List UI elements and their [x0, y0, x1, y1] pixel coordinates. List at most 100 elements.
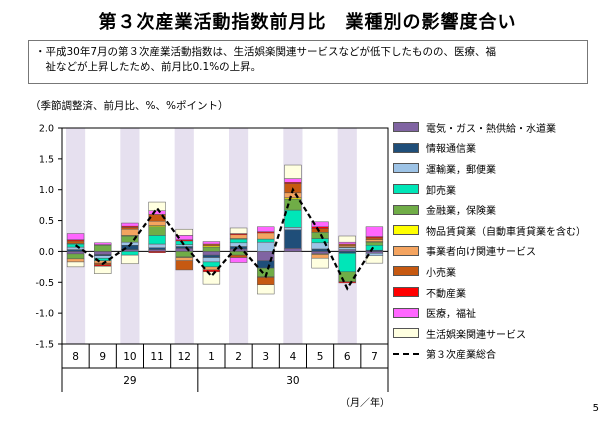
bar-segment — [121, 227, 139, 230]
bar-segment — [338, 241, 356, 245]
legend-item: 不動産業 — [393, 282, 608, 303]
bar-segment — [148, 201, 166, 211]
y-tick-label: 1.5 — [39, 154, 54, 165]
legend-swatch — [393, 266, 419, 277]
x-tick-label: 11 — [150, 351, 163, 363]
bar-segment — [257, 226, 275, 232]
bar-segment — [284, 209, 302, 228]
bar-segment — [338, 253, 356, 273]
legend-item: 小売業 — [393, 261, 608, 282]
bar-segment — [365, 255, 384, 264]
bar-segment — [311, 248, 329, 252]
bar-segment — [121, 228, 139, 236]
legend-label: 卸売業 — [426, 185, 456, 197]
bar-segment — [148, 247, 166, 250]
x-tick-label: 1 — [208, 351, 215, 363]
x-tick-label: 5 — [317, 351, 324, 363]
y-tick-label: -0.5 — [35, 278, 54, 289]
year-label: 29 — [123, 375, 136, 387]
bar-segment — [311, 238, 329, 244]
x-tick-label: 3 — [262, 351, 269, 363]
bar-segment — [202, 257, 221, 263]
bar-segment — [257, 260, 275, 269]
bar-segment — [66, 251, 85, 255]
x-tick-label: 8 — [72, 351, 79, 363]
bar-segment — [365, 237, 384, 240]
bar-segment — [202, 251, 221, 256]
bar-segment — [175, 248, 193, 252]
legend-item: 運輸業，郵便業 — [393, 158, 608, 179]
bar-segment — [148, 226, 166, 236]
bar-segment — [202, 261, 221, 268]
summary-note: ・平成30年7月の第３次産業活動指数は、生活娯楽関連サービスなどが低下したものの… — [28, 40, 588, 84]
legend-item: 第３次産業総合 — [393, 344, 608, 365]
summary-line-1: ・平成30年7月の第３次産業活動指数は、生活娯楽関連サービスなどが低下したものの… — [35, 46, 497, 58]
bar-segment — [365, 226, 384, 237]
legend-label: 情報通信業 — [426, 144, 476, 156]
bar-segment — [66, 249, 85, 252]
bar-segment — [311, 226, 329, 229]
bar-segment — [338, 251, 356, 254]
y-tick-label: 2.0 — [39, 124, 54, 135]
bar-segment — [311, 254, 329, 259]
bar-segment — [338, 271, 356, 282]
bar-segment — [284, 198, 302, 211]
legend-swatch — [393, 204, 419, 215]
bar-segment — [121, 222, 139, 227]
bar-segment — [365, 251, 384, 254]
bar-segment — [148, 249, 166, 252]
bar-segment — [338, 247, 356, 250]
legend-swatch — [393, 307, 419, 318]
legend-label: 不動産業 — [426, 288, 466, 300]
legend-label: 第３次産業総合 — [426, 350, 496, 362]
bar-segment — [229, 257, 248, 263]
bar-segment — [94, 255, 112, 259]
bar-segment — [202, 271, 221, 285]
bar-segment — [284, 248, 302, 252]
bar-segment — [94, 245, 112, 252]
bar-segment — [94, 265, 112, 274]
bar-segment — [284, 192, 302, 198]
y-tick-label: 0.0 — [39, 247, 54, 258]
bar-segment — [338, 249, 356, 252]
bar-segment — [94, 251, 112, 255]
bar-segment — [148, 235, 166, 245]
bar-segment — [284, 164, 302, 179]
bar-segment — [338, 243, 356, 247]
bar-segment — [202, 246, 221, 252]
bar-segment — [94, 242, 112, 245]
bar-segment — [284, 227, 302, 231]
bar-segment — [66, 261, 85, 268]
legend-label: 生活娯楽関連サービス — [426, 329, 526, 341]
legend-swatch — [393, 122, 419, 133]
x-tick-label: 12 — [178, 351, 191, 363]
bar-segment — [338, 235, 356, 243]
bar-segment — [229, 254, 248, 258]
bar-segment — [365, 245, 384, 251]
y-tick-label: 1.0 — [39, 185, 54, 196]
bar-segment — [365, 241, 384, 246]
x-tick-label: 2 — [235, 351, 242, 363]
legend-item: 卸売業 — [393, 179, 608, 200]
bar-segment — [66, 233, 85, 240]
legend-label: 小売業 — [426, 267, 456, 279]
legend-label: 物品賃貸業（自動車賃貸業を含む） — [426, 226, 586, 238]
bar-segment — [284, 229, 302, 249]
bar-segment — [121, 254, 139, 265]
units-label: （季節調整済、前月比、%、%ポイント） — [30, 100, 229, 112]
legend-item: 物品賃貸業（自動車賃貸業を含む） — [393, 220, 608, 241]
bar-segment — [257, 277, 275, 286]
bar-segment — [66, 253, 85, 260]
bar-segment — [148, 210, 166, 215]
bar-segment — [229, 227, 248, 234]
legend-label: 電気・ガス・熱供給・水道業 — [426, 123, 556, 135]
legend-item: 情報通信業 — [393, 138, 608, 159]
page-number: 5 — [592, 403, 599, 414]
x-axis-unit: （月／年） — [340, 396, 390, 409]
bar-segment — [148, 220, 166, 226]
x-tick-label: 4 — [290, 351, 297, 363]
bar-segment — [338, 281, 356, 284]
legend-swatch — [393, 328, 419, 339]
legend-swatch — [393, 225, 419, 236]
